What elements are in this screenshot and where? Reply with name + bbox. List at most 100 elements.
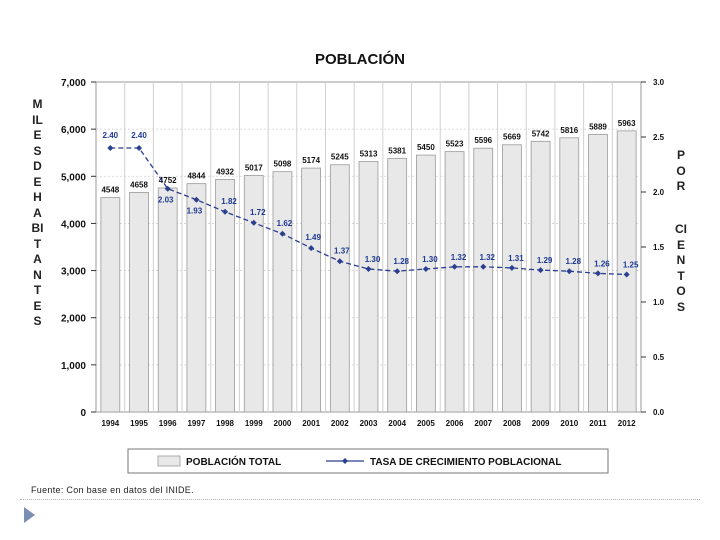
population-bar [129,192,149,413]
growth-rate-label: 1.29 [537,256,553,265]
population-value-label: 5596 [474,136,492,145]
y2-tick-label: 0.0 [653,408,665,417]
population-value-label: 5742 [532,129,550,138]
x-tick-label: 1997 [187,419,205,428]
growth-rate-point [250,219,257,226]
y2-tick-label: 3.0 [653,78,665,87]
left-axis-title: MILES DE HABITANTES [31,97,44,328]
population-value-label: 5017 [245,163,263,172]
population-value-label: 4844 [187,172,205,181]
growth-rate-label: 1.32 [451,253,467,262]
growth-rate-label: 1.31 [508,254,524,263]
population-bar [243,175,264,413]
y-tick-label: 1,000 [61,361,86,372]
x-tick-label: 2001 [302,419,320,428]
population-value-label: 5174 [302,156,320,165]
growth-rate-label: 1.32 [479,253,495,262]
x-tick-label: 2000 [274,419,292,428]
population-bar [157,187,178,413]
growth-rate-point [566,268,573,275]
x-tick-label: 1999 [245,419,263,428]
population-bar [616,130,637,413]
growth-rate-label: 1.72 [250,208,266,217]
source-note: Fuente: Con base en datos del INIDE. [31,485,194,495]
population-value-label: 4752 [159,176,177,185]
population-bar [301,167,321,413]
x-tick-label: 2005 [417,419,435,428]
growth-rate-point [537,267,544,274]
growth-rate-point [394,268,401,275]
growth-rate-label: 1.49 [305,233,321,242]
population-value-label: 5669 [503,133,521,142]
growth-rate-point [623,271,630,278]
growth-rate-point [107,145,114,151]
population-value-label: 5245 [331,153,349,162]
population-bar [444,151,465,413]
next-slide-arrow-icon[interactable] [23,506,37,524]
growth-rate-label: 2.03 [158,196,174,205]
population-value-label: 5523 [446,140,464,149]
population-value-label: 5381 [388,146,406,155]
growth-rate-label: 1.37 [334,246,350,255]
right-axis-title-word-1: POR [676,148,686,193]
x-tick-label: 1995 [130,419,148,428]
legend-bar-swatch [157,455,181,467]
y-tick-label: 5,000 [61,172,86,183]
x-tick-label: 2002 [331,419,349,428]
population-bar [272,171,293,413]
population-bar [358,161,379,413]
growth-rate-point [336,258,343,265]
population-bar [473,147,494,413]
x-tick-label: 1998 [216,419,234,428]
right-axis-title-word-2: CIENTOS [675,222,687,314]
y2-tick-label: 0.5 [653,353,665,362]
population-bar [329,164,350,413]
growth-rate-point [193,196,200,203]
growth-rate-label: 1.93 [187,207,203,216]
population-bar [530,140,551,413]
legend-line-marker [342,458,348,464]
growth-rate-point [136,145,143,151]
y-tick-label: 7,000 [61,78,86,89]
legend-box [127,448,609,474]
y-tick-label: 0 [80,408,86,419]
y2-tick-label: 1.5 [653,243,665,252]
y2-tick-label: 1.0 [653,298,665,307]
legend-line-label: TASA DE CRECIMIENTO POBLACIONAL [370,457,561,468]
x-tick-label: 1994 [101,419,119,428]
population-bar [387,157,408,413]
x-tick-label: 2007 [474,419,492,428]
x-tick-label: 2006 [446,419,464,428]
y-tick-label: 3,000 [61,267,86,278]
growth-rate-label: 1.28 [566,257,582,266]
growth-rate-label: 1.25 [623,261,639,270]
growth-rate-label: 2.40 [103,131,119,140]
growth-rate-point [365,266,372,272]
population-value-label: 5313 [360,150,378,159]
y2-tick-label: 2.0 [653,188,665,197]
x-tick-label: 1996 [159,419,177,428]
growth-rate-label: 1.62 [277,219,293,228]
y-tick-label: 6,000 [61,125,86,136]
growth-rate-label: 1.82 [221,197,237,206]
population-bar [215,179,235,413]
growth-rate-point [480,263,487,270]
growth-rate-point [508,264,515,271]
x-tick-label: 2003 [360,419,378,428]
growth-rate-label: 1.30 [365,255,381,264]
population-value-label: 4658 [130,180,148,189]
population-bar [502,144,522,413]
legend-bar-label: POBLACIÓN TOTAL [186,455,281,468]
footer-divider [20,499,700,500]
growth-rate-point [164,185,171,192]
y-tick-label: 2,000 [61,314,86,325]
growth-rate-point [594,270,601,277]
x-tick-label: 2011 [589,419,607,428]
x-tick-label: 2009 [532,419,550,428]
growth-rate-point [222,208,229,215]
population-bar [416,154,436,413]
growth-rate-label: 1.26 [594,259,610,268]
chart-title: POBLACIÓN [315,50,405,68]
population-value-label: 5963 [618,119,636,128]
